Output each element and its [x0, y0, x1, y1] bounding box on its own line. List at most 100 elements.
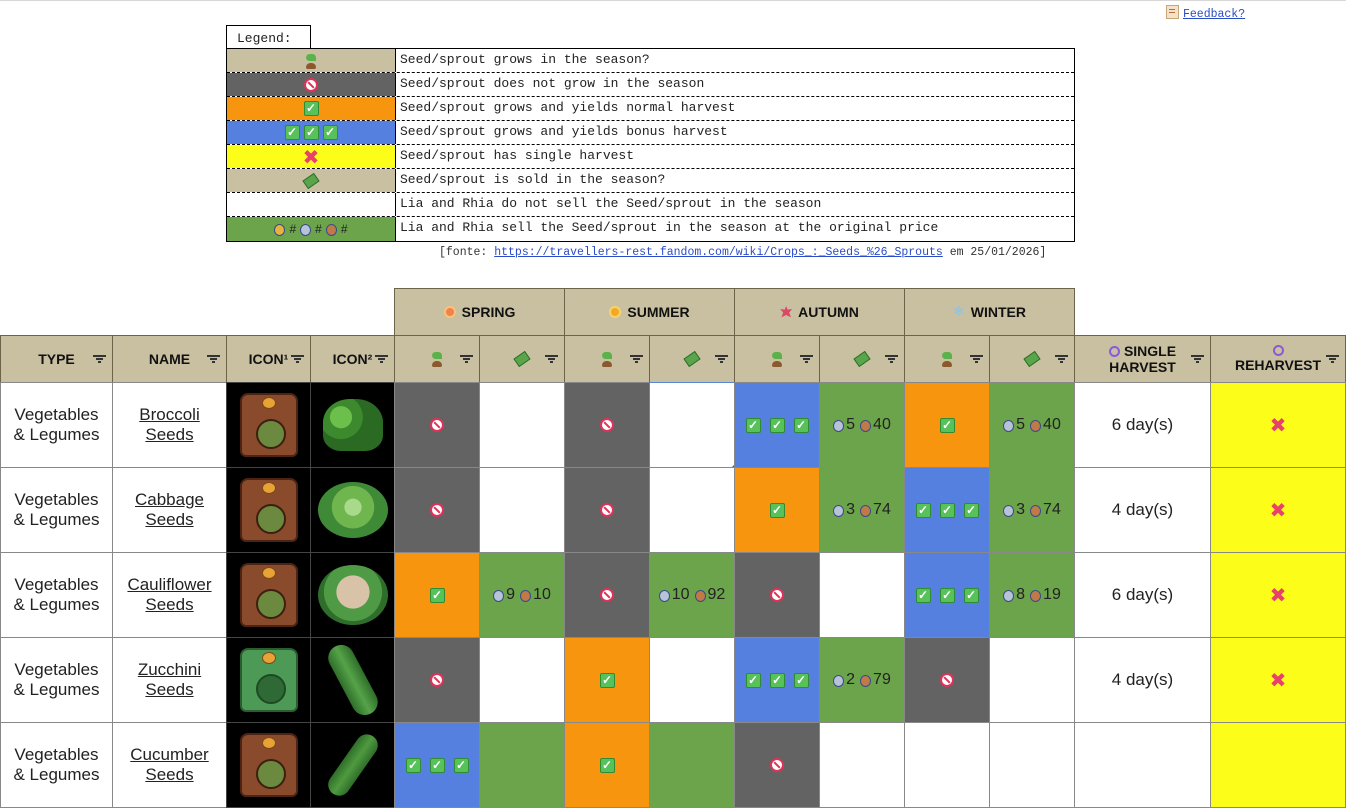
- grows-cell: [394, 382, 480, 468]
- filter-icon[interactable]: [93, 355, 106, 363]
- sold-cell: [479, 722, 565, 808]
- check-icon: ✓: [745, 417, 761, 433]
- name-column-header[interactable]: NAME: [112, 335, 227, 383]
- harvest-days: 6 day(s): [1111, 585, 1174, 604]
- price-b: 74: [1043, 501, 1061, 518]
- sold-column-header[interactable]: [479, 335, 565, 383]
- season-header-spring: SPRING: [394, 288, 565, 336]
- sprout-icon: [600, 351, 614, 367]
- filter-icon[interactable]: [375, 355, 388, 363]
- seed-name-link[interactable]: Cabbage Seeds: [134, 490, 204, 529]
- feedback-label: Feedback?: [1183, 8, 1246, 21]
- icon1-column-header[interactable]: ICON¹: [226, 335, 311, 383]
- sold-column-header[interactable]: [819, 335, 905, 383]
- sold-cell: [649, 467, 735, 553]
- grows-cell: [564, 382, 650, 468]
- cucumber-image: [323, 730, 382, 800]
- check-icon: ✓: [939, 417, 955, 433]
- harvest-days: 6 day(s): [1111, 415, 1174, 434]
- bronze-medal-icon: [860, 420, 872, 432]
- no-entry-icon: [940, 673, 954, 687]
- check-icon: ✓: [303, 125, 319, 140]
- reharvest-cell: ✖: [1210, 552, 1346, 638]
- check-icon: ✓: [429, 757, 445, 773]
- filter-icon[interactable]: [970, 355, 983, 363]
- cucumber-seed-packet-image: [239, 733, 298, 797]
- timer-icon: [1272, 345, 1284, 356]
- feedback-link[interactable]: Feedback?: [1166, 5, 1245, 21]
- filter-icon[interactable]: [800, 355, 813, 363]
- filter-icon[interactable]: [1055, 355, 1068, 363]
- no-entry-icon: [600, 588, 614, 602]
- name-cell[interactable]: Zucchini Seeds: [112, 637, 227, 723]
- icon2-column-header[interactable]: ICON²: [310, 335, 395, 383]
- source-prefix: [fonte:: [439, 246, 495, 259]
- name-cell[interactable]: Cabbage Seeds: [112, 467, 227, 553]
- filter-icon[interactable]: [1326, 355, 1339, 363]
- filter-icon[interactable]: [885, 355, 898, 363]
- packet-window: [255, 504, 286, 534]
- sold-column-header[interactable]: [649, 335, 735, 383]
- sold-cell: [819, 552, 905, 638]
- reharvest-cell: ✖: [1210, 382, 1346, 468]
- header-content: SINGLE HARVEST: [1103, 343, 1183, 375]
- packet-tag: [261, 482, 276, 494]
- price-a: 5: [1016, 416, 1026, 433]
- grows-column-header[interactable]: [734, 335, 820, 383]
- seed-name-link[interactable]: Broccoli Seeds: [139, 405, 200, 444]
- icon2-cell: [310, 722, 395, 808]
- packet-window: [255, 674, 286, 704]
- price-b: 92: [707, 586, 726, 603]
- filter-icon[interactable]: [630, 355, 643, 363]
- silver-medal-icon: [833, 505, 845, 517]
- seed-name-link[interactable]: Zucchini Seeds: [137, 660, 202, 699]
- filter-icon[interactable]: [291, 355, 304, 363]
- silver-medal-icon: [493, 590, 505, 602]
- price-a: 10: [671, 586, 690, 603]
- name-cell[interactable]: Cucumber Seeds: [112, 722, 227, 808]
- cross-icon: ✖: [1269, 668, 1287, 692]
- sold-cell: 5 40: [819, 382, 905, 468]
- column-label: ICON¹: [248, 351, 289, 367]
- broccoli-seed-packet-image: [239, 393, 298, 457]
- grows-cell: [734, 552, 820, 638]
- filter-icon[interactable]: [545, 355, 558, 363]
- reharvest-column-header[interactable]: REHARVEST: [1210, 335, 1346, 383]
- sold-cell: [479, 382, 565, 468]
- grows-column-header[interactable]: [394, 335, 480, 383]
- type-column-header[interactable]: TYPE: [0, 335, 113, 383]
- snowflake-icon: ❄: [953, 304, 965, 320]
- icon2-cell: [310, 467, 395, 553]
- single-harvest-column-header[interactable]: SINGLE HARVEST: [1074, 335, 1211, 383]
- name-cell[interactable]: Cauliflower Seeds: [112, 552, 227, 638]
- filter-icon[interactable]: [460, 355, 473, 363]
- filter-icon[interactable]: [207, 355, 220, 363]
- bronze-medal-icon: [694, 590, 706, 602]
- packet-tag: [261, 737, 276, 749]
- grows-column-header[interactable]: [564, 335, 650, 383]
- legend-row: Seed/sprout is sold in the season?: [227, 169, 1074, 193]
- seed-name-link[interactable]: Cauliflower Seeds: [127, 575, 212, 614]
- sold-cell: 2 79: [819, 637, 905, 723]
- name-cell[interactable]: Broccoli Seeds: [112, 382, 227, 468]
- filter-icon[interactable]: [1191, 355, 1204, 363]
- sold-cell: 10 92: [649, 552, 735, 638]
- legend-text: Seed/sprout grows and yields bonus harve…: [400, 124, 728, 139]
- top-border: [0, 0, 1346, 1]
- filter-icon[interactable]: [715, 355, 728, 363]
- packet-window: [255, 589, 286, 619]
- cross-icon: ✖: [1269, 498, 1287, 522]
- grows-cell: ✓: [394, 552, 480, 638]
- sold-column-header[interactable]: [989, 335, 1075, 383]
- silver-medal-icon: [1003, 505, 1015, 517]
- grows-column-header[interactable]: [904, 335, 990, 383]
- source-link[interactable]: https://travellers-rest.fandom.com/wiki/…: [494, 246, 943, 259]
- type-cell: Vegetables & Legumes: [0, 467, 113, 553]
- check-icon: ✓: [939, 587, 955, 603]
- zucchini-seed-packet-image: [239, 648, 298, 712]
- grows-cell: ✓ ✓ ✓: [734, 382, 820, 468]
- icon2-cell: [310, 382, 395, 468]
- seed-name-link[interactable]: Cucumber Seeds: [130, 745, 209, 784]
- bronze-medal-icon: [860, 675, 872, 687]
- cabbage-image: [317, 482, 388, 538]
